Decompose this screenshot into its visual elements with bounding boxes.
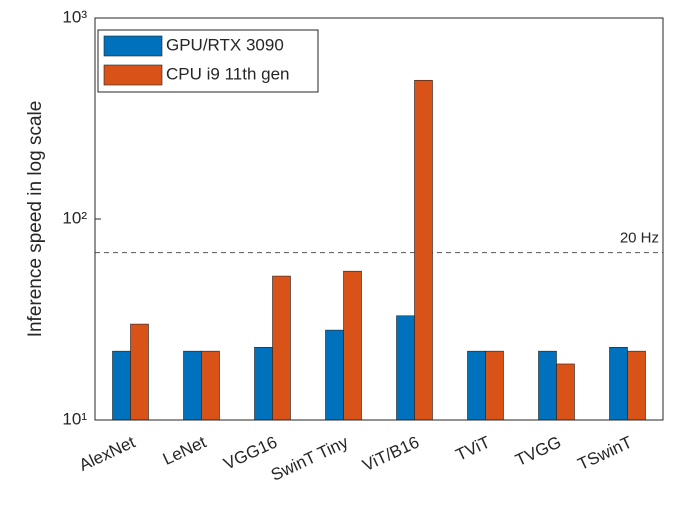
- bar: [343, 270, 362, 421]
- bar: [467, 350, 486, 421]
- bar: [556, 363, 575, 421]
- x-tick-label: SwinT Tiny: [268, 432, 352, 484]
- bar: [538, 350, 557, 421]
- legend-swatch: [103, 35, 163, 57]
- bar: [130, 323, 149, 421]
- bar: [414, 79, 433, 421]
- bar: [627, 350, 646, 421]
- reference-label: 20 Hz: [620, 230, 659, 247]
- y-tick-label: 10²: [62, 208, 87, 227]
- y-tick-label: 10¹: [62, 409, 87, 428]
- x-tick-label: LeNet: [160, 432, 209, 469]
- bar: [201, 350, 220, 421]
- x-tick-label: AlexNet: [76, 432, 138, 474]
- legend-swatch: [103, 64, 163, 86]
- y-tick-label: 10³: [62, 7, 87, 26]
- bar: [112, 350, 131, 421]
- bar: [325, 329, 344, 421]
- bar: [485, 350, 504, 421]
- legend-label: GPU/RTX 3090: [166, 35, 284, 54]
- bar: [254, 346, 273, 421]
- bar: [183, 350, 202, 421]
- legend-label: CPU i9 11th gen: [166, 64, 289, 83]
- plot-frame: [94, 17, 664, 421]
- x-tick-label: TSwinT: [575, 432, 635, 474]
- x-tick-label: TVGG: [512, 432, 564, 470]
- bar: [272, 275, 291, 421]
- x-tick-label: TViT: [453, 432, 493, 464]
- x-tick-label: ViT/B16: [360, 432, 423, 475]
- y-axis-label: Inference speed in log scale: [25, 101, 46, 338]
- bar: [609, 346, 628, 421]
- bar: [396, 315, 415, 421]
